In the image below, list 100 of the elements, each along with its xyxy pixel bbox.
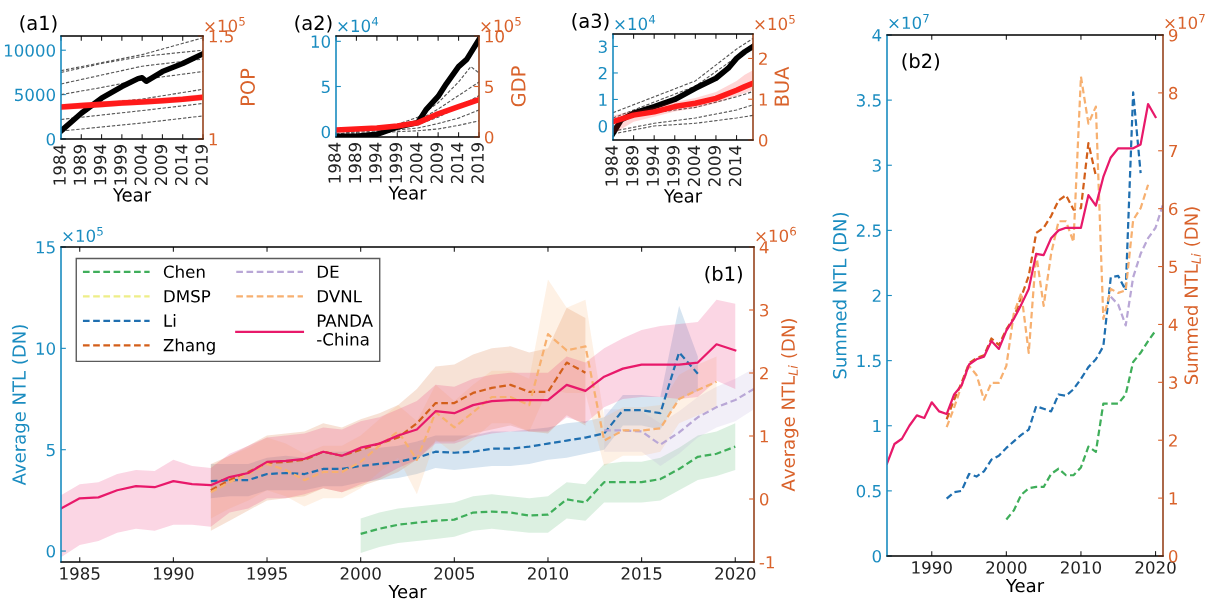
x-tick-label: 1990: [154, 567, 194, 580]
y2-tick-label: 1: [209, 133, 217, 146]
y-tick-label: 0: [598, 119, 608, 133]
y-tick-label: 5000: [15, 88, 56, 102]
x-tick-label: 2019: [471, 143, 484, 184]
x-tick-label: 2009: [708, 146, 721, 187]
x-tick-label: 1984: [328, 142, 341, 183]
x-tick-label: 2014: [174, 144, 188, 186]
y-tick-label: 2.5: [856, 224, 881, 237]
y-tick-label: 1: [873, 419, 881, 433]
x-axis-title: Year: [388, 584, 427, 599]
y2-tick-label: 6: [1169, 202, 1178, 216]
y2-axis-title: BUA: [774, 66, 790, 106]
y2-tick-label: 1: [759, 93, 767, 106]
y2-axis-title: Summed NTL$_{Li}$ (DN): [1184, 207, 1201, 385]
text: ×10$^{7}$: [889, 13, 929, 30]
legend-label: PANDA -China: [317, 314, 373, 346]
y2-tick-label: 0: [1168, 549, 1178, 563]
legend-label: Zhang: [163, 338, 215, 355]
x-tick-label: 2010: [527, 567, 569, 580]
y2-tick-label: 1: [760, 430, 768, 443]
x-axis-title: Year: [388, 186, 427, 200]
y-tick-label: 3.5: [856, 94, 881, 107]
x-tick-label: 2009: [154, 145, 168, 186]
x-tick-label: 2014: [450, 142, 464, 184]
text: (b2): [902, 53, 940, 71]
chart-title: (a2): [295, 15, 332, 33]
legend-label: Li: [164, 314, 176, 327]
x-tick-label: 1994: [646, 145, 660, 186]
x-tick-label: 1989: [73, 145, 87, 185]
x-tick-label: 1985: [60, 567, 100, 580]
y2-tick-label: 4: [1168, 318, 1178, 331]
x-tick-label: 2004: [687, 145, 701, 187]
x-tick-label: 1999: [114, 145, 127, 185]
x-tick-label: 2004: [409, 142, 423, 184]
y-axis-title: Summed NTL (DN): [832, 212, 849, 379]
y-tick-label: 0: [872, 549, 882, 563]
legend-label: Chen: [163, 265, 205, 279]
y-tick-label: 1: [599, 93, 607, 106]
y-tick-label: 2: [872, 289, 881, 302]
y2-tick-label: 5: [1169, 260, 1178, 274]
y-tick-label: 5: [46, 443, 55, 457]
y2-axis-title: POP: [240, 68, 255, 105]
y2-tick-label: 2: [759, 52, 767, 65]
chart-title: (a1): [20, 15, 57, 33]
x-tick-label: 2000: [340, 567, 381, 580]
text: (b1): [705, 265, 742, 284]
x-tick-label: 1999: [666, 146, 680, 186]
y-tick-label: 0: [321, 125, 331, 139]
x-axis-title: Year: [112, 188, 152, 202]
y-tick-label: 4: [872, 29, 882, 42]
y-tick-label: 3: [872, 159, 881, 172]
y2-tick-label: 0: [758, 133, 768, 147]
y2-tick-label: 2: [1169, 434, 1177, 447]
x-tick-label: 1989: [348, 143, 362, 183]
y2-tick-label: 5: [485, 80, 494, 94]
x-tick-label: 2005: [434, 567, 475, 580]
text: ×10$^{7}$: [1165, 13, 1205, 30]
y2-tick-label: 3: [760, 303, 769, 317]
legend-label: DMSP: [164, 289, 211, 303]
x-tick-label: 1984: [53, 144, 66, 185]
x-tick-label: 2010: [1060, 561, 1102, 574]
x-tick-label: 2000: [986, 561, 1027, 574]
legend-label: DVNL: [317, 290, 362, 303]
y-axis-title: Average NTL (DN): [11, 325, 30, 486]
y-tick-label: 15: [36, 241, 55, 254]
x-tick-label: 2020: [1135, 561, 1176, 574]
y2-tick-label: 2: [760, 366, 768, 380]
y2-tick-label: 0: [759, 492, 769, 506]
text: ×10$^{4}$: [615, 15, 656, 31]
y-tick-label: 0.5: [856, 484, 881, 498]
x-tick-label: 2004: [134, 144, 147, 186]
y2-tick-label: 3: [1169, 376, 1178, 389]
y2-tick-label: -1: [759, 556, 774, 569]
y-tick-label: 0: [46, 132, 56, 146]
x-tick-label: 1994: [93, 144, 107, 185]
y2-axis-title: Average NTL$_{Li}$ (DN): [781, 319, 799, 492]
y-tick-label: 10: [311, 35, 331, 48]
chart-title: (a3): [572, 13, 609, 31]
y-tick-label: 10: [36, 342, 56, 355]
x-axis-title: Year: [1005, 578, 1045, 593]
y2-tick-label: 7: [1169, 144, 1178, 158]
x-tick-label: 1989: [625, 146, 639, 186]
text: ×10$^{6}$: [756, 226, 797, 243]
y-tick-label: 5: [321, 80, 330, 94]
y2-tick-label: 1: [1169, 492, 1177, 505]
x-tick-label: 2009: [430, 143, 443, 184]
text: ×10$^{5}$: [63, 226, 103, 243]
y2-tick-label: 4: [759, 241, 769, 254]
x-tick-label: 2019: [195, 145, 208, 186]
y-tick-label: 2: [598, 66, 607, 80]
x-tick-label: 1995: [247, 567, 287, 580]
y2-axis-title: GDP: [510, 66, 526, 107]
legend-label: DE: [317, 265, 339, 278]
y-tick-label: 10000: [4, 44, 56, 57]
x-tick-label: 1994: [369, 142, 382, 183]
x-tick-label: 2015: [621, 567, 662, 580]
y2-tick-label: 0: [484, 130, 494, 144]
y2-tick-label: 9: [1168, 28, 1178, 42]
x-tick-label: 2014: [728, 145, 742, 187]
